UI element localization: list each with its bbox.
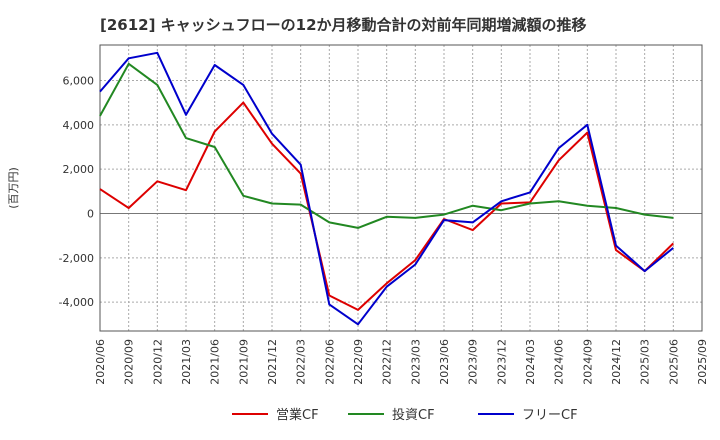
legend-label: フリーCF — [522, 408, 578, 423]
legend-label: 営業CF — [276, 407, 319, 423]
y-axis-ticks: -4,000 -2,000 0 2,000 4,000 6,000 — [59, 74, 94, 309]
series-line-0 — [99, 101, 674, 311]
y-tick-label: 6,000 — [63, 74, 95, 87]
x-tick-label: 2021/06 — [209, 339, 222, 385]
x-tick-label: 2022/03 — [295, 339, 308, 385]
x-tick-label: 2021/09 — [237, 339, 250, 385]
x-tick-label: 2022/12 — [381, 339, 394, 385]
y-tick-label: -2,000 — [59, 252, 94, 265]
x-tick-label: 2020/12 — [151, 339, 164, 385]
x-tick-label: 2024/09 — [581, 339, 594, 385]
x-tick-label: 2021/12 — [266, 339, 279, 385]
x-tick-label: 2025/06 — [667, 339, 680, 385]
legend-label: 投資CF — [392, 407, 435, 423]
x-tick-label: 2020/06 — [94, 339, 107, 385]
x-tick-label: 2023/09 — [467, 339, 480, 385]
y-tick-label: 4,000 — [63, 119, 95, 132]
chart-title: [2612] キャッシュフローの12か月移動合計の対前年同期増減額の推移 — [100, 16, 587, 34]
x-tick-label: 2025/03 — [639, 339, 652, 385]
x-tick-label: 2024/06 — [553, 339, 566, 385]
series-line-2 — [99, 51, 674, 326]
x-tick-label: 2022/09 — [352, 339, 365, 385]
x-tick-label: 2023/03 — [409, 339, 422, 385]
x-axis-ticks: 2020/06 2020/09 2020/12 2021/03 2021/06 2021/… — [94, 339, 709, 385]
plot-frame — [99, 44, 703, 332]
y-tick-label: -4,000 — [59, 296, 94, 309]
x-tick-label: 2024/12 — [610, 339, 623, 385]
x-tick-label: 2023/06 — [438, 339, 451, 385]
x-tick-label: 2025/09 — [696, 339, 709, 385]
x-tick-label: 2023/12 — [495, 339, 508, 385]
y-axis-label: (百万円) — [7, 167, 20, 209]
x-tick-label: 2024/03 — [524, 339, 537, 385]
series-layer — [99, 51, 674, 326]
legend: 営業CF 投資CF フリーCF — [232, 407, 578, 423]
y-tick-label: 2,000 — [63, 163, 95, 176]
x-tick-label: 2020/09 — [123, 339, 136, 385]
x-tick-label: 2021/03 — [180, 339, 193, 385]
x-tick-label: 2022/06 — [323, 339, 336, 385]
series-line-1 — [99, 62, 674, 229]
grid-layer — [99, 45, 703, 331]
y-tick-label: 0 — [87, 207, 94, 220]
